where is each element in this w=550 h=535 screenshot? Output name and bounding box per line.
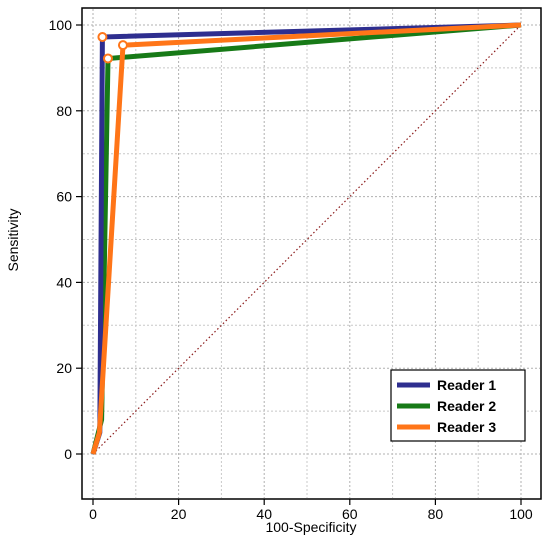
legend: Reader 1 Reader 2 Reader 3 — [390, 369, 526, 442]
y-axis-label: Sensitivity — [5, 208, 21, 271]
legend-label: Reader 3 — [437, 419, 496, 435]
x-tick-label: 60 — [342, 506, 358, 522]
x-tick-label: 40 — [256, 506, 272, 522]
plot-frame — [81, 7, 542, 500]
point-marker — [102, 53, 113, 64]
y-tick-label: 60 — [56, 189, 72, 205]
point-markers — [97, 32, 128, 64]
x-tick-label: 80 — [428, 506, 444, 522]
diagonal-reference-line — [92, 24, 522, 455]
x-tick-label: 20 — [171, 506, 187, 522]
series-lines — [90, 22, 522, 455]
x-axis-label: 100-Specificity — [265, 519, 356, 535]
y-tick-label: 40 — [56, 274, 72, 290]
x-tick-label: 0 — [89, 506, 97, 522]
diagonal-line — [92, 24, 522, 455]
series-line-reader-3 — [90, 22, 522, 455]
point-marker — [97, 32, 108, 43]
legend-label: Reader 2 — [437, 398, 496, 414]
legend-label: Reader 1 — [437, 377, 496, 393]
axis-ticks: 0 20 40 60 80 100 0 20 40 60 80 100 — [49, 17, 533, 522]
y-tick-label: 80 — [56, 103, 72, 119]
y-tick-label: 100 — [49, 17, 73, 33]
y-tick-label: 20 — [56, 360, 72, 376]
y-tick-label: 0 — [64, 446, 72, 462]
point-marker — [117, 40, 128, 51]
grid — [83, 9, 540, 498]
x-tick-label: 100 — [509, 506, 533, 522]
